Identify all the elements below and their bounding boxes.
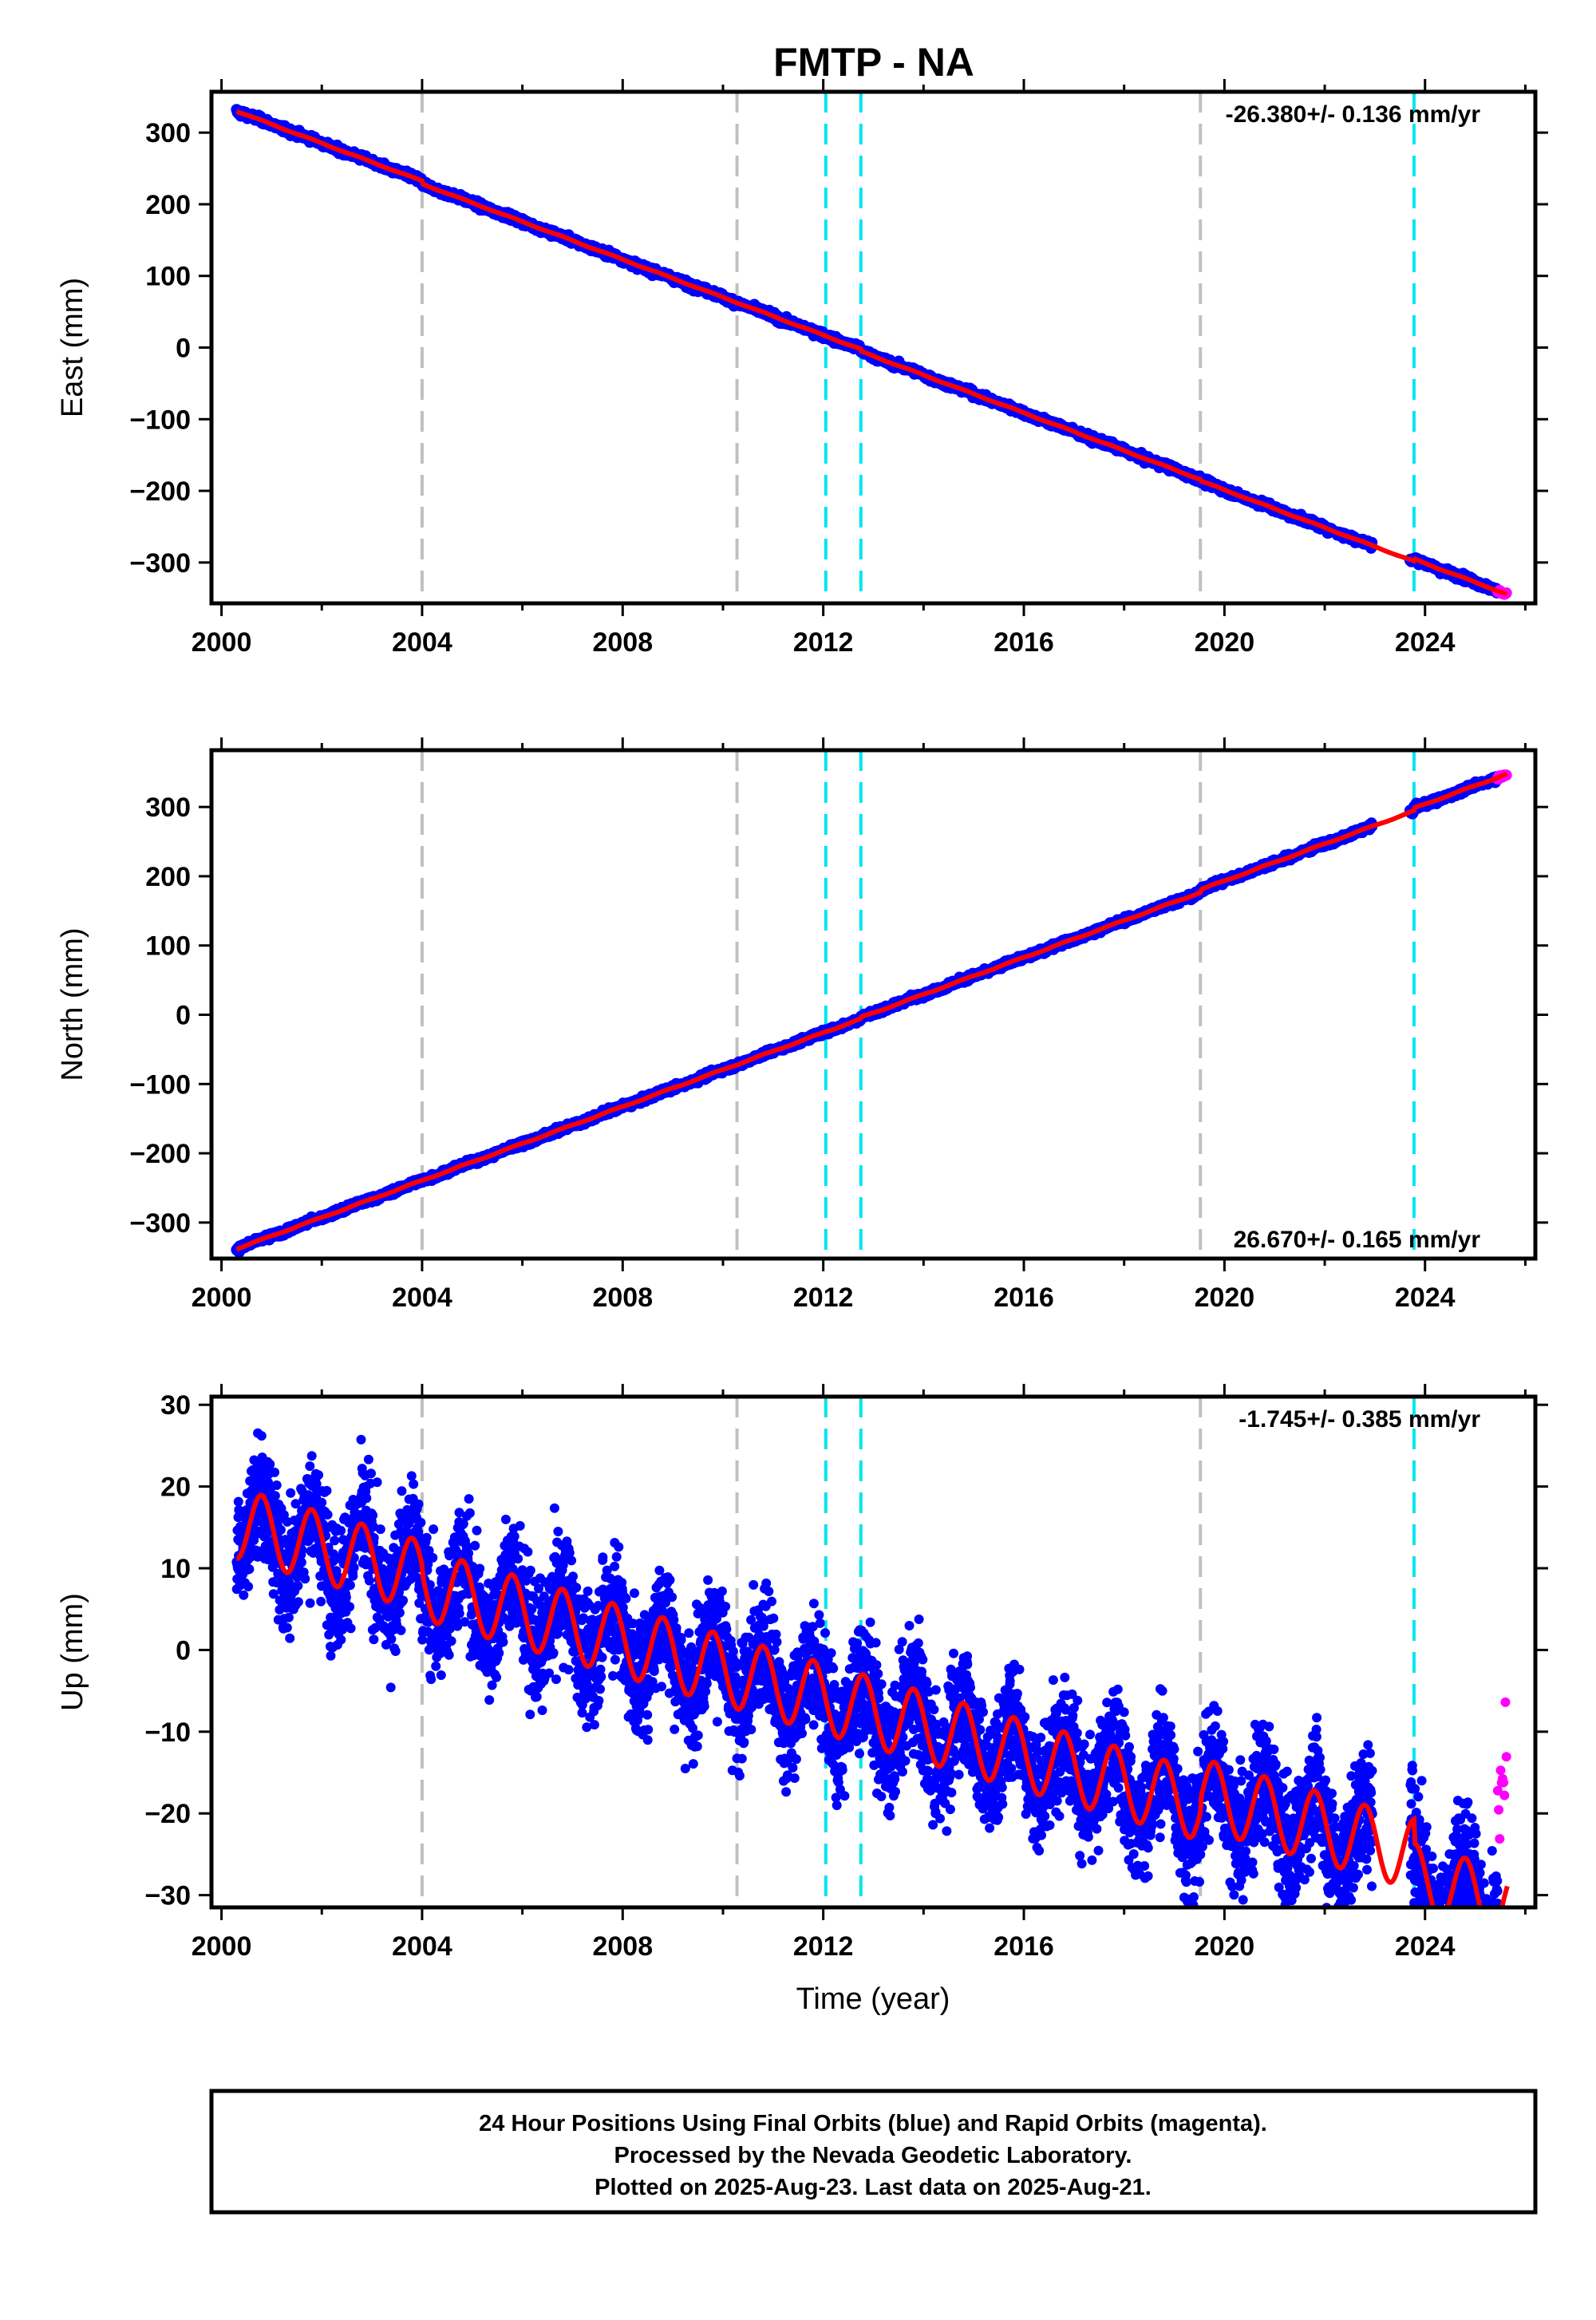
x-tick-label: 2012 (793, 627, 854, 658)
y-tick-label: −300 (129, 548, 191, 579)
y-tick-label: 200 (145, 190, 191, 220)
x-tick-label: 2004 (392, 627, 452, 658)
chart-title: FMTP - NA (773, 40, 974, 85)
x-tick-label: 2000 (192, 627, 252, 658)
x-tick-label: 2016 (994, 627, 1054, 658)
y-tick-label: 100 (145, 262, 191, 292)
rate-annotation: -26.380+/- 0.136 mm/yr (1226, 101, 1481, 128)
plot-area (231, 750, 1511, 1259)
y-axis-label: East (mm) (56, 278, 89, 417)
panel-0: 2000 2004 2008 2012 2016 2020 2024 300 200 100 0 −1… (56, 79, 1548, 658)
model-fit-line (236, 112, 1507, 595)
panels: 2000 2004 2008 2012 2016 2020 2024 300 200 100 0 −1… (56, 79, 1548, 2019)
x-tick-label: 2008 (592, 627, 653, 658)
y-tick-label: −200 (129, 476, 191, 507)
x-tick-label: 2020 (1195, 627, 1255, 658)
y-tick-label: 0 (176, 334, 191, 364)
y-tick-label: 300 (145, 118, 191, 148)
x-tick-label: 2024 (1395, 627, 1456, 658)
plot-area (231, 92, 1511, 603)
y-tick-label: −100 (129, 405, 191, 435)
